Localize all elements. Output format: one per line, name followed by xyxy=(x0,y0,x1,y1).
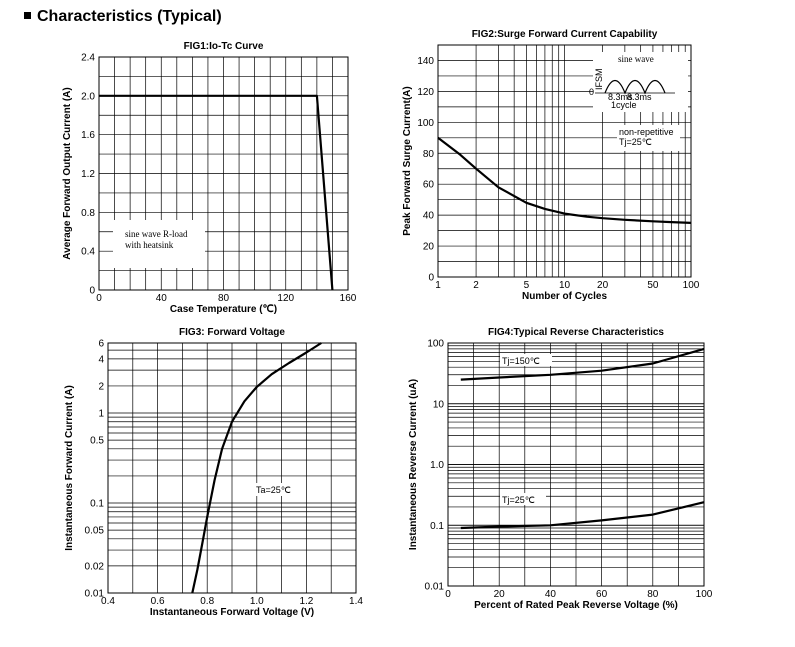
x-tick-label: 1.4 xyxy=(349,596,363,607)
x-tick-label: 80 xyxy=(647,589,659,600)
series-label-tj150: Tj=150℃ xyxy=(502,356,540,366)
y-tick-label: 2.4 xyxy=(81,53,95,64)
series-line-1 xyxy=(437,136,692,224)
y-tick-label: 80 xyxy=(423,149,435,160)
chart-title: FIG4:Typical Reverse Characteristics xyxy=(488,327,664,338)
x-tick-label: 50 xyxy=(647,280,659,291)
x-tick-label: 80 xyxy=(218,293,230,304)
annotation-text: sine wave R-load xyxy=(125,229,188,239)
x-axis-label: Instantaneous Forward Voltage (V) xyxy=(150,607,314,618)
page-heading: Characteristics (Typical) xyxy=(24,8,222,26)
bullet-square-icon xyxy=(24,12,31,20)
chart-title: FIG3: Forward Voltage xyxy=(179,327,285,338)
series-line-1 xyxy=(460,347,705,381)
inset-t2-label: 8.3ms xyxy=(627,92,652,102)
x-tick-label: 60 xyxy=(596,589,608,600)
x-axis-label: Number of Cycles xyxy=(522,291,607,302)
y-tick-label: 100 xyxy=(417,118,434,129)
chart-title: FIG1:Io-Tc Curve xyxy=(184,41,264,52)
x-tick-label: 160 xyxy=(340,293,357,304)
y-tick-label: 0.01 xyxy=(425,582,445,593)
x-tick-label: 0 xyxy=(445,589,451,600)
x-tick-label: 0.8 xyxy=(200,596,214,607)
x-tick-label: 10 xyxy=(559,280,571,291)
x-tick-label: 1.2 xyxy=(299,596,313,607)
x-tick-label: 120 xyxy=(277,293,294,304)
y-axis-label: Average Forward Output Current (A) xyxy=(62,87,73,259)
annotation-text: Ta=25℃ xyxy=(256,485,291,495)
y-tick-label: 60 xyxy=(423,180,435,191)
x-axis-label: Case Temperature (℃) xyxy=(170,304,277,315)
series-label-bg xyxy=(500,354,552,366)
y-tick-label: 2 xyxy=(98,381,104,392)
x-tick-label: 20 xyxy=(494,589,506,600)
x-tick-label: 0.4 xyxy=(101,596,115,607)
y-tick-label: 0.8 xyxy=(81,208,95,219)
inset-zero-label: 0 xyxy=(589,87,594,97)
y-tick-label: 2.0 xyxy=(81,91,95,102)
y-tick-label: 0.05 xyxy=(85,526,105,537)
x-tick-label: 20 xyxy=(597,280,609,291)
y-tick-label: 4 xyxy=(98,354,104,365)
inset-label: sine wave xyxy=(618,54,654,64)
y-tick-label: 1.2 xyxy=(81,169,95,180)
y-axis-label: Peak Forward Surge Current(A) xyxy=(402,86,413,235)
y-tick-label: 10 xyxy=(433,399,445,410)
fig3-forward-voltage-chart: FIG3: Forward Voltage 0.4 0.6 0.8 1.0 1.2 1.4 0… xyxy=(64,327,363,618)
x-tick-label: 100 xyxy=(683,280,700,291)
series-line-2 xyxy=(460,501,705,530)
x-tick-label: 1.0 xyxy=(250,596,264,607)
y-tick-label: 0 xyxy=(89,286,95,297)
y-tick-label: 0.1 xyxy=(430,521,444,532)
y-tick-label: 0.1 xyxy=(90,499,104,510)
y-tick-label: 0.02 xyxy=(85,561,105,572)
annotation-box xyxy=(113,220,205,268)
x-tick-label: 40 xyxy=(156,293,168,304)
inset-t1-label: 8.3ms xyxy=(608,92,633,102)
y-tick-label: 1 xyxy=(98,409,104,420)
y-tick-label: 1.6 xyxy=(81,130,95,141)
y-tick-label: 100 xyxy=(427,339,444,350)
y-tick-label: 0.4 xyxy=(81,247,95,258)
chart-title: FIG2:Surge Forward Current Capability xyxy=(472,29,658,40)
x-tick-label: 0.6 xyxy=(151,596,165,607)
y-tick-label: 0.01 xyxy=(85,589,105,600)
series-label-bg xyxy=(500,493,546,505)
y-tick-label: 120 xyxy=(417,87,434,98)
fig1-io-tc-chart: FIG1:Io-Tc Curve 0 40 80 120 160 0 0.4 0.8 1.2 1.6… xyxy=(62,41,357,315)
y-tick-label: 1.0 xyxy=(430,460,444,471)
inset-sine-wave xyxy=(604,79,666,95)
annotation-text: Tj=25℃ xyxy=(619,137,652,147)
series-line-1 xyxy=(99,94,334,291)
y-tick-label: 0 xyxy=(428,273,434,284)
series-label-tj25: Tj=25℃ xyxy=(502,495,535,505)
x-tick-label: 40 xyxy=(545,589,557,600)
fig2-surge-current-chart: FIG2:Surge Forward Current Capability 1 2 5… xyxy=(402,29,700,302)
x-tick-label: 0 xyxy=(96,293,102,304)
x-tick-label: 1 xyxy=(435,280,441,291)
y-axis-label: Instantaneous Forward Current (A) xyxy=(64,385,75,551)
x-tick-label: 2 xyxy=(473,280,479,291)
inset-cycle-label: 1cycle xyxy=(611,100,637,110)
x-tick-label: 100 xyxy=(696,589,713,600)
y-tick-label: 40 xyxy=(423,211,435,222)
y-tick-label: 140 xyxy=(417,56,434,67)
y-axis-label: Instantaneous Reverse Current (uA) xyxy=(408,379,419,550)
inset-ifsm-label: IFSM xyxy=(594,69,604,91)
annotation-text: non-repetitive xyxy=(619,127,674,137)
page-heading-text: Characteristics (Typical) xyxy=(37,8,222,25)
y-tick-label: 0.5 xyxy=(90,436,104,447)
annotation-box xyxy=(617,125,680,151)
x-tick-label: 5 xyxy=(524,280,530,291)
annotation-box xyxy=(254,483,299,496)
series-line-1 xyxy=(191,342,322,594)
x-axis-label: Percent of Rated Peak Reverse Voltage (%… xyxy=(474,600,678,611)
fig4-reverse-characteristics-chart: FIG4:Typical Reverse Characteristics 0 20 4… xyxy=(408,327,713,611)
y-tick-label: 6 xyxy=(98,339,104,350)
inset-box xyxy=(593,52,688,112)
y-tick-label: 20 xyxy=(423,242,435,253)
annotation-text: with heatsink xyxy=(125,240,174,250)
